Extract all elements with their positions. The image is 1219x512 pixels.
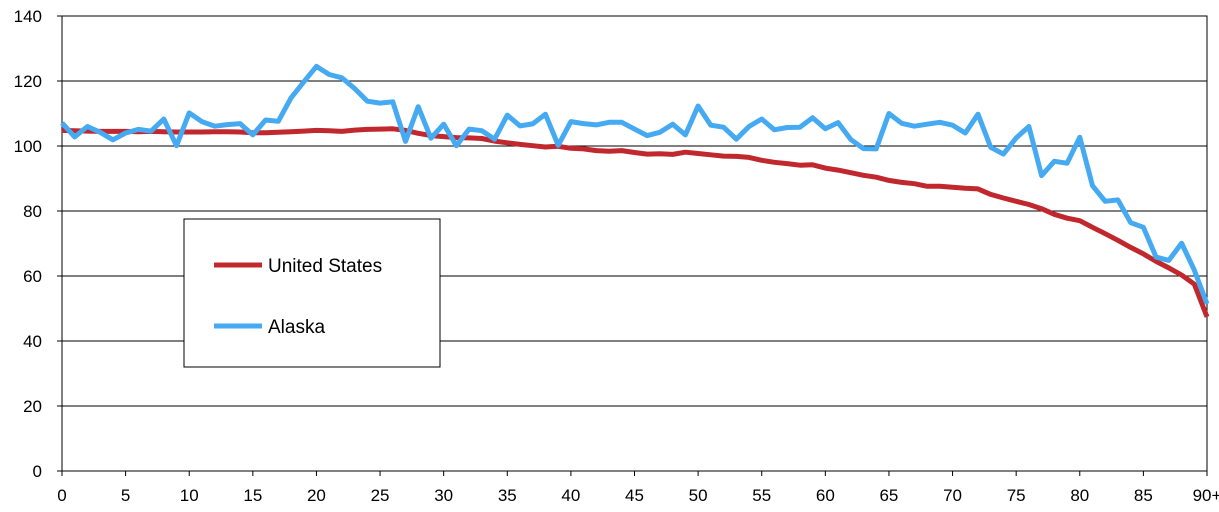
x-tick-label: 15: [243, 486, 262, 505]
legend-box: [183, 218, 441, 368]
y-tick-label: 140: [14, 7, 42, 26]
y-tick-label: 80: [23, 202, 42, 221]
x-tick-label: 85: [1134, 486, 1153, 505]
x-tick-label: 80: [1070, 486, 1089, 505]
x-tick-label: 65: [879, 486, 898, 505]
x-tick-label: 35: [498, 486, 517, 505]
x-tick-label: 45: [625, 486, 644, 505]
x-tick-label: 10: [180, 486, 199, 505]
y-tick-label: 20: [23, 397, 42, 416]
legend-label-alaska: Alaska: [268, 317, 325, 338]
x-tick-label: 50: [689, 486, 708, 505]
x-tick-label: 20: [307, 486, 326, 505]
x-tick-label: 90+: [1193, 486, 1219, 505]
series-line-alaska: [60, 63, 1210, 305]
x-axis-ticks: 0 5 10 15 20 25 30 35 40 45 50 55 60 65 70 75 80 85 90+: [57, 471, 1219, 505]
y-tick-label: 40: [23, 332, 42, 351]
x-tick-label: 70: [943, 486, 962, 505]
y-tick-label: 60: [23, 267, 42, 286]
legend-label-united-states: United States: [268, 256, 382, 277]
x-tick-label: 40: [561, 486, 580, 505]
series-lines: [60, 63, 1210, 318]
x-tick-label: 25: [371, 486, 390, 505]
y-tick-label: 120: [14, 72, 42, 91]
x-tick-label: 30: [434, 486, 453, 505]
x-tick-label: 55: [752, 486, 771, 505]
legend: United States Alaska: [183, 218, 441, 368]
y-tick-label: 100: [14, 137, 42, 156]
y-axis-ticks: 0 20 40 60 80 100 120 140: [14, 7, 62, 481]
x-tick-label: 75: [1007, 486, 1026, 505]
x-tick-label: 60: [816, 486, 835, 505]
y-tick-label: 0: [33, 462, 42, 481]
x-tick-label: 5: [121, 486, 130, 505]
x-tick-label: 0: [57, 486, 66, 505]
